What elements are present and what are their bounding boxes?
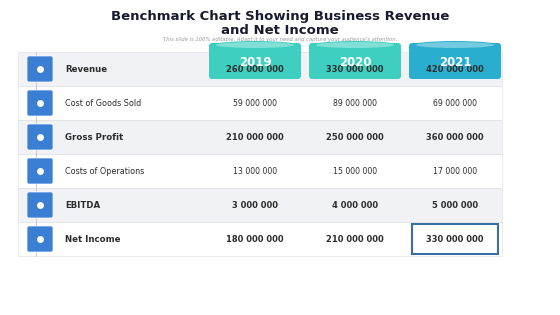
Text: 69 000 000: 69 000 000	[433, 99, 477, 107]
Text: 330 000 000: 330 000 000	[326, 65, 384, 73]
Text: 5 000 000: 5 000 000	[432, 201, 478, 209]
Text: 180 000 000: 180 000 000	[226, 234, 284, 243]
FancyBboxPatch shape	[27, 90, 53, 116]
Text: Net Income: Net Income	[65, 234, 120, 243]
Ellipse shape	[309, 41, 401, 51]
Ellipse shape	[209, 41, 301, 51]
Text: and Net Income: and Net Income	[221, 24, 339, 37]
Ellipse shape	[409, 41, 501, 51]
Text: 15 000 000: 15 000 000	[333, 167, 377, 175]
Text: 3 000 000: 3 000 000	[232, 201, 278, 209]
FancyBboxPatch shape	[309, 43, 401, 79]
Bar	[18, 154, 502, 188]
Text: Gross Profit: Gross Profit	[65, 133, 123, 141]
FancyBboxPatch shape	[27, 192, 53, 218]
FancyBboxPatch shape	[412, 224, 498, 254]
Text: 2021: 2021	[438, 55, 472, 68]
FancyBboxPatch shape	[27, 158, 53, 184]
Ellipse shape	[316, 42, 394, 48]
FancyBboxPatch shape	[27, 56, 53, 82]
FancyBboxPatch shape	[27, 124, 53, 150]
Text: 2019: 2019	[239, 55, 271, 68]
Bar	[18, 86, 502, 120]
Text: 360 000 000: 360 000 000	[426, 133, 484, 141]
Bar	[18, 120, 502, 154]
FancyBboxPatch shape	[27, 226, 53, 252]
Text: 89 000 000: 89 000 000	[333, 99, 377, 107]
Text: 13 000 000: 13 000 000	[233, 167, 277, 175]
Bar	[18, 188, 502, 222]
Text: 4 000 000: 4 000 000	[332, 201, 378, 209]
Text: 17 000 000: 17 000 000	[433, 167, 477, 175]
FancyBboxPatch shape	[209, 43, 301, 79]
Bar	[18, 222, 502, 256]
Text: Benchmark Chart Showing Business Revenue: Benchmark Chart Showing Business Revenue	[111, 10, 449, 23]
Text: Revenue: Revenue	[65, 65, 107, 73]
Ellipse shape	[416, 42, 494, 48]
Text: 250 000 000: 250 000 000	[326, 133, 384, 141]
Text: Cost of Goods Sold: Cost of Goods Sold	[65, 99, 141, 107]
Text: 2020: 2020	[339, 55, 371, 68]
Text: This slide is 100% editable. Adapt it to your need and capture your audience's a: This slide is 100% editable. Adapt it to…	[163, 37, 397, 42]
Bar	[18, 52, 502, 86]
Ellipse shape	[216, 42, 294, 48]
Text: 210 000 000: 210 000 000	[226, 133, 284, 141]
Text: 210 000 000: 210 000 000	[326, 234, 384, 243]
Text: Costs of Operations: Costs of Operations	[65, 167, 144, 175]
Text: 330 000 000: 330 000 000	[426, 234, 484, 243]
Text: 420 000 000: 420 000 000	[426, 65, 484, 73]
Text: 59 000 000: 59 000 000	[233, 99, 277, 107]
Text: 260 000 000: 260 000 000	[226, 65, 284, 73]
Text: EBITDA: EBITDA	[65, 201, 100, 209]
FancyBboxPatch shape	[409, 43, 501, 79]
